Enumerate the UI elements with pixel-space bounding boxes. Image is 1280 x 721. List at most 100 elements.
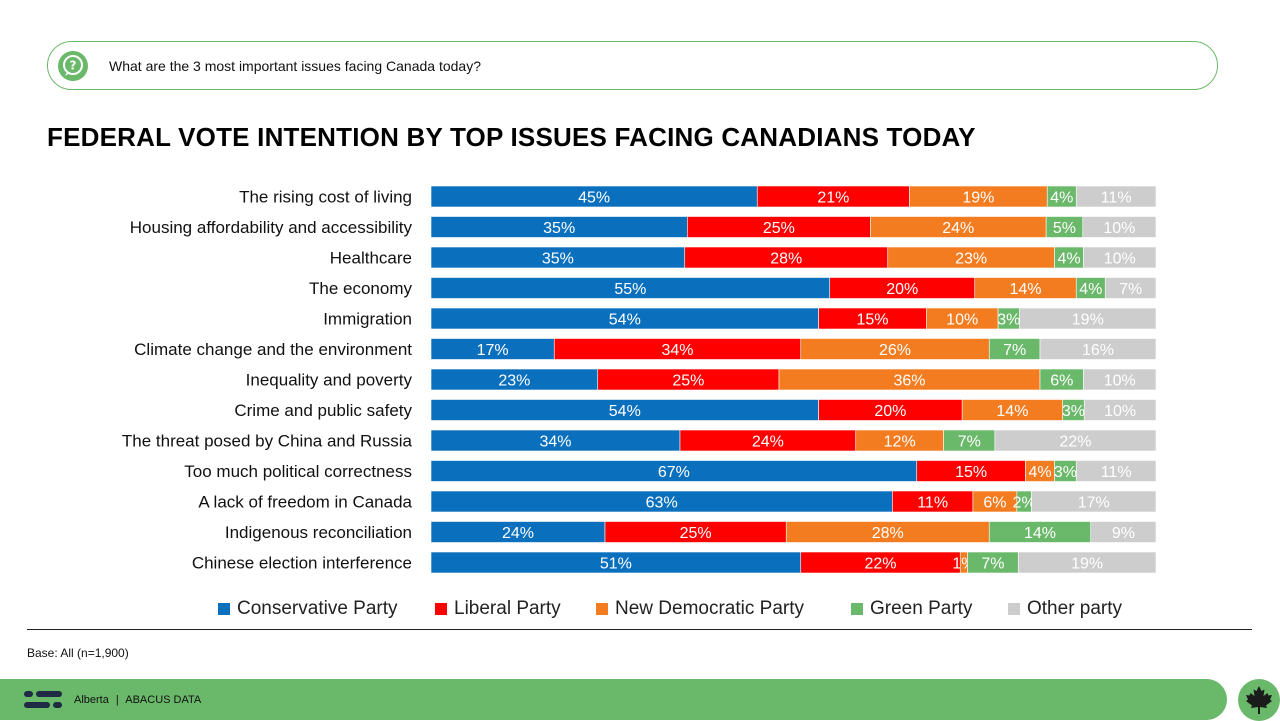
divider-line	[27, 629, 1252, 630]
bar-other-party-a-lack-of-freedom-in-canada	[1031, 490, 1157, 513]
data-label-liberal-party-a-lack-of-freedom-in-canada: 11%	[917, 495, 948, 512]
data-label-green-party-crime-and-public-safety: 3%	[1062, 403, 1085, 420]
data-label-other-party-crime-and-public-safety: 10%	[1104, 403, 1136, 420]
data-label-new-democratic-party-inequality-and-poverty: 36%	[893, 373, 925, 390]
data-label-green-party-inequality-and-poverty: 6%	[1050, 373, 1073, 390]
legend-label-liberal: Liberal Party	[454, 598, 561, 619]
data-label-other-party-a-lack-of-freedom-in-canada: 17%	[1078, 495, 1110, 512]
legend-swatch-conservative	[218, 603, 230, 615]
data-label-green-party-chinese-election-interference: 7%	[981, 556, 1004, 573]
bar-other-party-housing-affordability-and-accessibility	[1082, 216, 1157, 238]
legend-swatch-liberal	[435, 603, 447, 615]
data-label-new-democratic-party-the-rising-cost-of-living: 19%	[962, 190, 994, 207]
footer-separator: |	[115, 694, 119, 706]
data-label-green-party-immigration: 3%	[997, 312, 1020, 329]
stacked-bar-chart: The rising cost of living 45% 21% 19% 4% 11% H…	[122, 185, 1157, 574]
data-label-conservative-party-a-lack-of-freedom-in-canada: 63%	[646, 495, 678, 512]
question-bubble-icon: ?	[58, 51, 88, 81]
data-label-new-democratic-party-a-lack-of-freedom-in-canada: 6%	[983, 495, 1006, 512]
data-label-liberal-party-climate-change-and-the-environment: 34%	[661, 342, 693, 359]
data-label-new-democratic-party-too-much-political-correctness: 4%	[1028, 464, 1051, 481]
data-label-green-party-climate-change-and-the-environment: 7%	[1003, 342, 1026, 359]
legend-swatch-green	[851, 603, 863, 615]
data-label-other-party-chinese-election-interference: 19%	[1071, 556, 1103, 573]
legend-item-liberal: Liberal Party	[435, 598, 561, 620]
svg-text:?: ?	[70, 59, 77, 73]
data-label-conservative-party-climate-change-and-the-environment: 17%	[477, 342, 509, 359]
data-label-conservative-party-the-economy: 55%	[614, 281, 646, 298]
bar-other-party-too-much-political-correctness	[1075, 460, 1157, 482]
legend-swatch-other	[1008, 603, 1020, 615]
category-label-chinese-election-interference: Chinese election interference	[192, 554, 412, 573]
chart-legend: Conservative Party Liberal Party New Dem…	[0, 598, 1280, 624]
category-label-the-threat-posed-by-china-and-russia: The threat posed by China and Russia	[122, 432, 413, 451]
data-label-conservative-party-the-threat-posed-by-china-and-russia: 34%	[539, 434, 571, 451]
legend-item-other: Other party	[1008, 598, 1122, 620]
data-label-liberal-party-inequality-and-poverty: 25%	[672, 373, 704, 390]
abacus-logo-icon	[24, 689, 64, 711]
bar-other-party-climate-change-and-the-environment	[1039, 338, 1157, 360]
maple-leaf-badge	[1238, 679, 1280, 721]
category-label-immigration: Immigration	[323, 310, 412, 329]
data-label-green-party-the-threat-posed-by-china-and-russia: 7%	[958, 434, 981, 451]
data-label-other-party-the-economy: 7%	[1119, 281, 1142, 298]
data-label-conservative-party-the-rising-cost-of-living: 45%	[578, 190, 610, 207]
data-label-new-democratic-party-climate-change-and-the-environment: 26%	[879, 342, 911, 359]
category-label-too-much-political-correctness: Too much political correctness	[184, 462, 412, 481]
category-label-a-lack-of-freedom-in-canada: A lack of freedom in Canada	[198, 493, 412, 512]
data-label-liberal-party-crime-and-public-safety: 20%	[874, 403, 906, 420]
data-label-liberal-party-immigration: 15%	[856, 312, 888, 329]
footer-brand: ABACUS DATA	[125, 694, 202, 706]
footer-text: Alberta | ABACUS DATA	[74, 694, 201, 706]
footer-region: Alberta	[74, 694, 109, 706]
data-label-liberal-party-the-rising-cost-of-living: 21%	[817, 190, 849, 207]
legend-label-other: Other party	[1027, 598, 1123, 619]
data-label-other-party-indigenous-reconciliation: 9%	[1112, 525, 1135, 542]
data-label-conservative-party-inequality-and-poverty: 23%	[498, 373, 530, 390]
bar-other-party-inequality-and-poverty	[1083, 368, 1157, 391]
data-label-green-party-the-economy: 4%	[1079, 281, 1102, 298]
legend-label-green: Green Party	[870, 598, 973, 619]
legend-item-ndp: New Democratic Party	[596, 598, 804, 620]
bar-other-party-the-rising-cost-of-living	[1075, 185, 1157, 208]
data-label-other-party-the-rising-cost-of-living: 11%	[1101, 190, 1132, 207]
data-label-new-democratic-party-healthcare: 23%	[955, 251, 987, 268]
question-box: ? What are the 3 most important issues f…	[47, 41, 1218, 90]
legend-label-ndp: New Democratic Party	[615, 598, 804, 619]
data-label-other-party-climate-change-and-the-environment: 16%	[1082, 342, 1114, 359]
data-label-green-party-healthcare: 4%	[1057, 251, 1080, 268]
maple-leaf-icon	[1246, 686, 1272, 714]
question-text: What are the 3 most important issues fac…	[109, 58, 481, 74]
data-label-green-party-the-rising-cost-of-living: 4%	[1050, 190, 1073, 207]
data-label-green-party-indigenous-reconciliation: 14%	[1024, 525, 1056, 542]
data-label-liberal-party-the-threat-posed-by-china-and-russia: 24%	[752, 434, 784, 451]
bar-other-party-chinese-election-interference	[1017, 551, 1157, 574]
data-label-new-democratic-party-the-economy: 14%	[1009, 281, 1041, 298]
data-label-new-democratic-party-the-threat-posed-by-china-and-russia: 12%	[884, 434, 916, 451]
category-label-climate-change-and-the-environment: Climate change and the environment	[134, 340, 412, 359]
data-label-other-party-housing-affordability-and-accessibility: 10%	[1103, 220, 1135, 237]
data-label-green-party-too-much-political-correctness: 3%	[1054, 464, 1077, 481]
bar-other-party-indigenous-reconciliation	[1090, 521, 1157, 543]
data-label-liberal-party-healthcare: 28%	[770, 251, 802, 268]
category-label-healthcare: Healthcare	[330, 249, 412, 268]
legend-label-conservative: Conservative Party	[237, 598, 398, 619]
data-label-new-democratic-party-crime-and-public-safety: 14%	[996, 403, 1028, 420]
data-label-conservative-party-crime-and-public-safety: 54%	[609, 403, 641, 420]
category-label-the-rising-cost-of-living: The rising cost of living	[239, 188, 412, 207]
data-label-other-party-the-threat-posed-by-china-and-russia: 22%	[1059, 434, 1091, 451]
data-label-conservative-party-healthcare: 35%	[542, 251, 574, 268]
bar-other-party-healthcare	[1083, 246, 1157, 269]
data-label-liberal-party-the-economy: 20%	[886, 281, 918, 298]
data-label-liberal-party-housing-affordability-and-accessibility: 25%	[763, 220, 795, 237]
category-label-crime-and-public-safety: Crime and public safety	[234, 401, 412, 420]
data-label-new-democratic-party-indigenous-reconciliation: 28%	[872, 525, 904, 542]
data-label-conservative-party-too-much-political-correctness: 67%	[658, 464, 690, 481]
bar-other-party-immigration	[1019, 307, 1157, 330]
data-label-other-party-too-much-political-correctness: 11%	[1101, 464, 1132, 481]
data-label-green-party-housing-affordability-and-accessibility: 5%	[1053, 220, 1076, 237]
data-label-conservative-party-indigenous-reconciliation: 24%	[502, 525, 534, 542]
data-label-liberal-party-indigenous-reconciliation: 25%	[680, 525, 712, 542]
data-label-conservative-party-chinese-election-interference: 51%	[600, 556, 632, 573]
chart-title: FEDERAL VOTE INTENTION BY TOP ISSUES FAC…	[47, 122, 976, 152]
